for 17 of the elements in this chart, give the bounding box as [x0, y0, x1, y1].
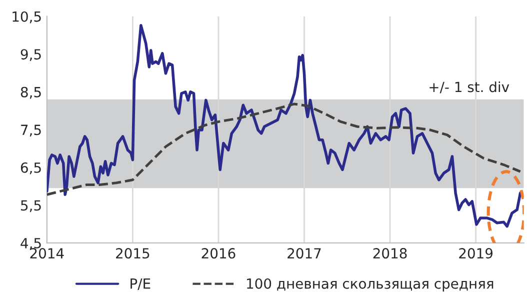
x-tick-label: 2019: [459, 248, 492, 259]
x-tick-label: 2014: [30, 248, 64, 259]
band-label: +/- 1 st. div: [430, 81, 510, 94]
y-tick-label: 8,5: [20, 86, 41, 99]
x-tick-label: 2016: [202, 248, 236, 259]
line-series: [46, 24, 522, 228]
legend-label: P/E: [130, 278, 150, 290]
y-tick-label: 6,5: [20, 162, 41, 174]
y-tick-label: 4,5: [20, 238, 41, 250]
x-tick-label: 2017: [288, 248, 321, 259]
y-tick-label: 9,5: [20, 49, 41, 62]
y-tick-label: 5,5: [21, 200, 41, 212]
x-tick-label: 2015: [116, 248, 150, 259]
legend-label: 100 дневная скользящая средняя: [247, 278, 494, 292]
y-tick-label: 7,5: [21, 124, 41, 137]
y-tick-label: 10,5: [12, 11, 41, 24]
x-tick-label: 2018: [373, 248, 407, 259]
